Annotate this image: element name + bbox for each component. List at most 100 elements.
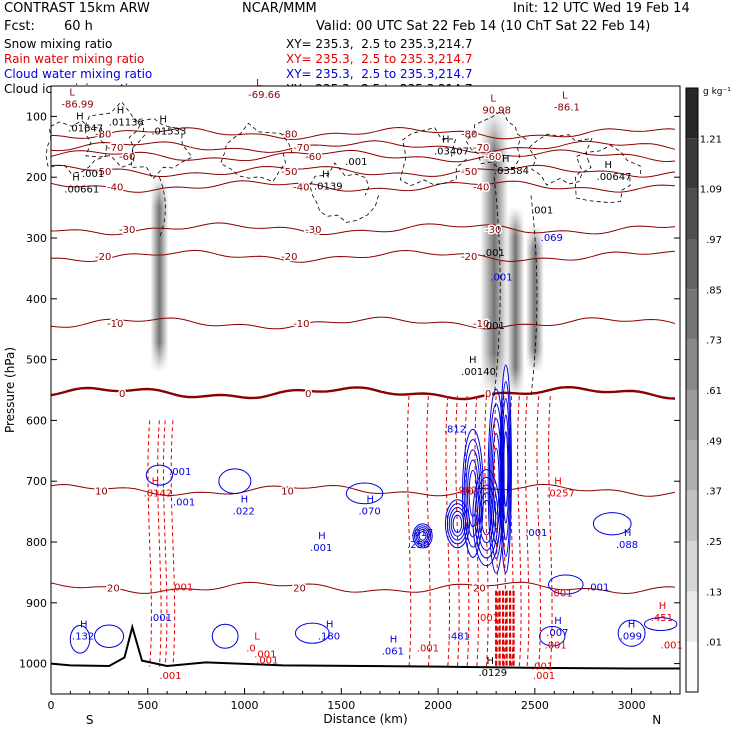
extremum-value: 90.98 bbox=[482, 105, 511, 116]
colorbar-label: .25 bbox=[706, 537, 722, 548]
contour-value-label: .001 bbox=[171, 583, 193, 594]
cloud-ice-contour bbox=[309, 162, 379, 223]
contour-value-label: .812 bbox=[444, 425, 466, 436]
cloud-ice-contour bbox=[159, 177, 166, 239]
contour-value-label: .001 bbox=[550, 589, 572, 600]
isotherm-label: -70 bbox=[107, 143, 123, 154]
extremum-value: .088 bbox=[616, 540, 638, 551]
cloud-ice-contour bbox=[530, 195, 538, 397]
cloud-water-contour bbox=[446, 503, 469, 545]
snow-shaft bbox=[150, 177, 169, 372]
cloud-ice-contour bbox=[220, 122, 293, 182]
rain-contour bbox=[455, 396, 460, 667]
extremum-marker: H bbox=[628, 619, 636, 630]
rain-contour bbox=[484, 396, 489, 667]
cloud-water-contour bbox=[94, 624, 125, 648]
extremum-value: .132 bbox=[72, 631, 94, 642]
extremum-value: .01136 bbox=[109, 118, 144, 129]
contour-value-label: .001 bbox=[254, 650, 276, 661]
isotherm-label: 0 bbox=[485, 389, 491, 400]
extremum-marker: H bbox=[502, 154, 510, 165]
legend-snow-xy: XY= 235.3, 2.5 to 235.3,214.7 bbox=[286, 37, 473, 51]
isotherm-label: -60 bbox=[119, 152, 135, 163]
colorbar-cell bbox=[686, 390, 698, 441]
y-tick-label: 1000 bbox=[19, 658, 47, 671]
cloud-water-contour bbox=[502, 414, 510, 524]
y-tick-label: 400 bbox=[26, 293, 47, 306]
isotherm-label: 10 bbox=[281, 486, 294, 497]
extremum-marker: H bbox=[554, 476, 562, 487]
isotherm-label: -60 bbox=[305, 152, 321, 163]
extremum-marker: L bbox=[256, 78, 262, 89]
isotherm-label: -40 bbox=[293, 182, 309, 193]
colorbar-label: .13 bbox=[706, 587, 722, 598]
legend-rain-name: Rain water mixing ratio bbox=[4, 52, 145, 66]
cloud-water-contour bbox=[145, 464, 174, 486]
terrain-line bbox=[50, 623, 680, 670]
rain-contour bbox=[406, 396, 412, 667]
x-tick-label: 1500 bbox=[327, 699, 355, 712]
extremum-value: -86.1 bbox=[554, 102, 580, 113]
contour-value-label: .001 bbox=[82, 169, 104, 180]
isotherm-label: -70 bbox=[473, 143, 489, 154]
contour-value-label: .001 bbox=[169, 467, 191, 478]
extremum-value: -86.99 bbox=[61, 99, 93, 110]
extremum-value: .0142 bbox=[144, 488, 173, 499]
rain-contour bbox=[548, 396, 553, 667]
cloud-water-contour bbox=[412, 523, 433, 549]
isotherm-label: 20 bbox=[107, 584, 120, 595]
isotherm-label: -20 bbox=[461, 252, 477, 263]
x-end-label-south: S bbox=[86, 713, 94, 727]
x-axis-label: Distance (km) bbox=[323, 712, 407, 726]
isotherm-label: -30 bbox=[119, 225, 135, 236]
colorbar-label: 1.21 bbox=[700, 134, 722, 145]
cloud-water-contour bbox=[499, 364, 512, 574]
contour-value-label: .962 bbox=[455, 485, 477, 496]
cloud-water-contour bbox=[418, 531, 427, 541]
colorbar-cell bbox=[686, 490, 698, 541]
cloud-ice-contour bbox=[493, 177, 501, 397]
isotherm-line bbox=[50, 222, 676, 236]
contour-value-label: .001 bbox=[256, 656, 278, 667]
x-tick-label: 1000 bbox=[231, 699, 259, 712]
isotherm-label: -10 bbox=[293, 319, 309, 330]
colorbar-cell bbox=[686, 138, 698, 189]
cloud-water-contour bbox=[617, 619, 646, 647]
isotherm-label: -40 bbox=[107, 182, 123, 193]
colorbar-label: .73 bbox=[706, 336, 722, 347]
extremum-marker: H bbox=[322, 169, 330, 180]
extremum-marker: H bbox=[554, 616, 562, 627]
colorbar-label: .61 bbox=[706, 386, 722, 397]
legend-cloud-water-xy: XY= 235.3, 2.5 to 235.3,214.7 bbox=[286, 67, 473, 81]
extremum-marker: H bbox=[624, 528, 632, 539]
colorbar-cell bbox=[686, 239, 698, 290]
extremum-value: .099 bbox=[620, 631, 642, 642]
extremum-value: .180 bbox=[318, 631, 340, 642]
y-tick-label: 700 bbox=[26, 475, 47, 488]
extremum-value: .01533 bbox=[151, 127, 186, 138]
isotherm-line bbox=[50, 149, 676, 163]
contour-value-label: .001 bbox=[587, 583, 609, 594]
extremum-value: .0257 bbox=[546, 488, 575, 499]
plot-frame bbox=[50, 85, 681, 695]
extremum-value: .001 bbox=[310, 543, 332, 554]
extremum-marker: H bbox=[442, 135, 450, 146]
colorbar-cell bbox=[686, 188, 698, 239]
isotherm-label: -60 bbox=[485, 152, 501, 163]
extremum-marker: H bbox=[326, 619, 334, 630]
cloud-water-contour bbox=[476, 484, 497, 551]
rain-contour bbox=[157, 420, 162, 667]
cloud-water-contour bbox=[294, 622, 330, 644]
y-tick-label: 300 bbox=[26, 232, 47, 245]
isotherm-label: -70 bbox=[293, 143, 309, 154]
isotherm-label: -30 bbox=[485, 225, 501, 236]
isotherm-label: -10 bbox=[107, 319, 123, 330]
cloud-water-contour bbox=[444, 499, 470, 549]
cloud-water-contour bbox=[474, 476, 499, 559]
extremum-marker: H bbox=[486, 656, 494, 667]
y-tick-label: 600 bbox=[26, 414, 47, 427]
isotherm-label: -20 bbox=[281, 252, 297, 263]
isotherm-label: -50 bbox=[281, 167, 297, 178]
contour-value-label: .001 bbox=[533, 671, 555, 682]
model-title: CONTRAST 15km ARW bbox=[4, 1, 150, 16]
